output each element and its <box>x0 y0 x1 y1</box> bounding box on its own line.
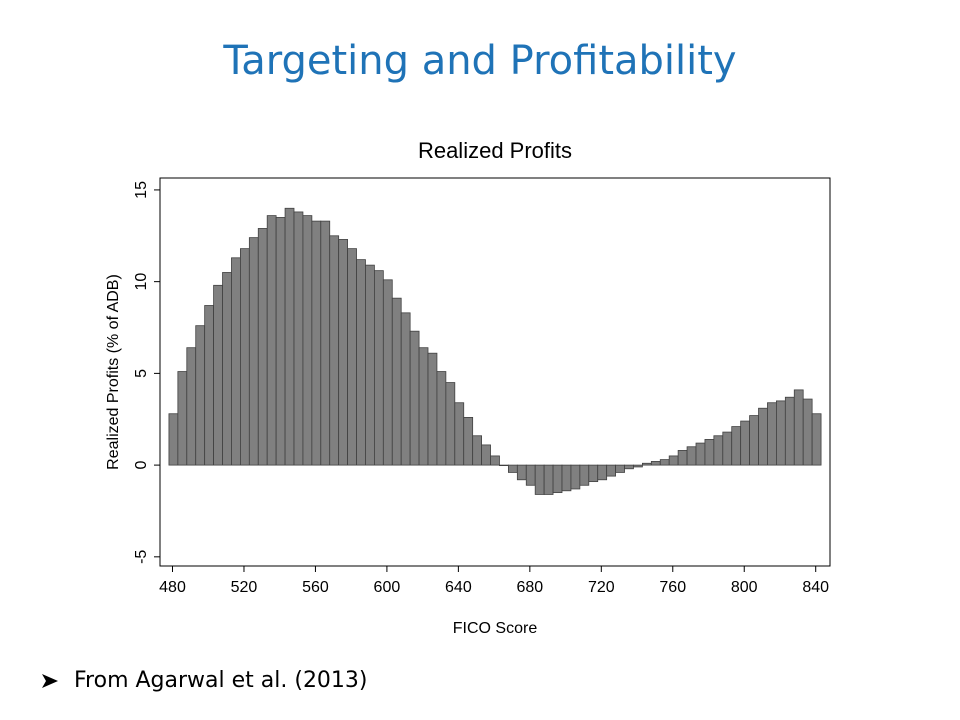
bar <box>463 417 474 466</box>
bar <box>579 464 590 486</box>
bar <box>311 220 322 466</box>
bar <box>722 431 733 466</box>
bar <box>811 413 822 466</box>
bar <box>758 407 768 466</box>
bar <box>356 259 366 466</box>
bar <box>204 305 215 466</box>
bar <box>597 464 608 481</box>
bar <box>213 284 223 466</box>
bar <box>302 215 313 466</box>
bar <box>177 371 188 466</box>
chart-title: Realized Profits <box>418 138 572 163</box>
bar <box>776 400 786 466</box>
chart: Realized Profits FICO Score Realized Pro… <box>105 138 831 637</box>
bar <box>588 464 599 483</box>
bar <box>668 455 679 466</box>
bar <box>275 217 286 466</box>
bar <box>347 248 357 466</box>
bar <box>516 464 527 481</box>
bar <box>454 402 465 466</box>
y-tick-label: 5 <box>133 369 150 378</box>
bar <box>239 248 250 466</box>
footer-text: From Agarwal et al. (2013) <box>74 668 368 693</box>
bar <box>409 330 420 466</box>
bar <box>257 228 268 466</box>
bar <box>704 439 715 466</box>
bar <box>650 461 661 466</box>
bar <box>320 220 331 466</box>
y-tick-label: 0 <box>133 461 150 470</box>
bar <box>624 464 634 470</box>
bar <box>445 382 456 466</box>
bar <box>534 464 545 495</box>
y-tick-label: -5 <box>133 550 150 564</box>
bar <box>802 398 813 466</box>
bar <box>784 396 795 466</box>
bar <box>365 264 375 466</box>
bar <box>525 464 536 486</box>
bar <box>391 297 402 466</box>
bullet-arrow <box>42 674 58 688</box>
plot-frame <box>159 177 831 567</box>
bar <box>284 207 295 466</box>
bar <box>472 435 482 466</box>
bar <box>543 464 554 495</box>
bar <box>168 413 179 466</box>
x-tick-label: 720 <box>588 579 615 596</box>
bar <box>615 464 625 473</box>
bar <box>713 435 724 466</box>
bar <box>418 347 429 466</box>
bar <box>659 459 670 466</box>
x-tick-label: 680 <box>516 579 543 596</box>
bar <box>490 455 500 466</box>
bar <box>499 464 509 467</box>
slide-title: Targeting and Profitability <box>223 38 737 84</box>
x-tick-label: 800 <box>731 579 758 596</box>
bar <box>293 211 304 466</box>
bar <box>606 464 617 477</box>
bar <box>695 442 706 466</box>
bar <box>400 312 411 466</box>
y-tick-label: 15 <box>133 181 150 199</box>
bar <box>677 450 688 466</box>
bar <box>552 464 563 494</box>
bar <box>561 464 572 492</box>
y-axis-label: Realized Profits (% of ADB) <box>105 274 122 470</box>
bar <box>642 462 652 466</box>
bar <box>731 426 742 466</box>
bar <box>793 389 804 466</box>
bar <box>749 415 759 466</box>
x-tick-label: 480 <box>159 579 186 596</box>
bar <box>570 464 581 490</box>
y-tick-label: 10 <box>133 273 150 291</box>
bar <box>266 215 277 466</box>
bar <box>767 402 777 466</box>
bar <box>195 325 206 466</box>
bar <box>338 239 348 466</box>
bar <box>382 279 393 466</box>
bar <box>686 446 697 466</box>
bar <box>481 444 491 466</box>
x-tick-label: 640 <box>445 579 472 596</box>
x-tick-label: 520 <box>231 579 258 596</box>
x-tick-label: 600 <box>374 579 401 596</box>
bar <box>436 371 447 466</box>
bar <box>507 464 518 473</box>
bar <box>373 270 384 466</box>
bar <box>222 272 232 466</box>
bar <box>186 347 197 466</box>
bar <box>231 257 241 466</box>
bar <box>427 352 438 466</box>
bar <box>329 235 340 466</box>
x-tick-label: 760 <box>659 579 686 596</box>
x-axis-label: FICO Score <box>453 620 538 637</box>
x-tick-label: 840 <box>802 579 829 596</box>
bar <box>633 464 643 468</box>
x-tick-label: 560 <box>302 579 329 596</box>
bar <box>740 420 751 466</box>
bar <box>248 237 259 466</box>
